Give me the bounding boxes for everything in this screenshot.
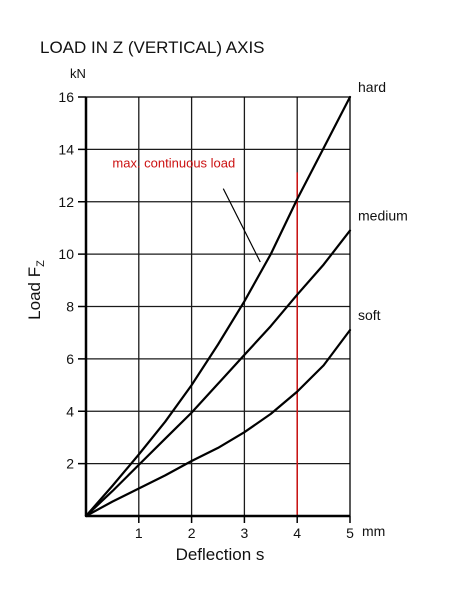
series-label-hard: hard	[358, 79, 386, 95]
series-line-medium	[84, 229, 352, 518]
annotation-pointer	[222, 188, 261, 263]
y-tick-label-2: 2	[66, 456, 74, 472]
y-axis-label-main: Load F	[25, 267, 44, 320]
x-tick-label-2: 2	[188, 525, 196, 541]
x-tick-label-4: 4	[293, 525, 301, 541]
max-continuous-load-label: max. continuous load	[112, 156, 235, 171]
x-axis-label: Deflection s	[176, 545, 265, 564]
series-label-medium: medium	[358, 208, 408, 224]
y-tick-label-6: 6	[66, 351, 74, 367]
x-tick-label-3: 3	[241, 525, 249, 541]
y-tick-label-10: 10	[58, 246, 74, 262]
series-line-hard	[84, 95, 352, 518]
y-tick-label-16: 16	[58, 89, 74, 105]
y-tick-label-4: 4	[66, 403, 74, 419]
x-tick-label-5: 5	[346, 525, 354, 541]
y-tick-label-12: 12	[58, 194, 74, 210]
y-tick-label-14: 14	[58, 141, 74, 157]
y-axis-unit: kN	[70, 66, 86, 81]
x-axis-unit: mm	[362, 523, 385, 539]
y-axis-label-subscript: Z	[35, 260, 47, 267]
y-tick-label-8: 8	[66, 299, 74, 315]
series-line-soft	[84, 329, 352, 518]
series-label-soft: soft	[358, 307, 381, 323]
chart-title: LOAD IN Z (VERTICAL) AXIS	[40, 38, 265, 57]
y-axis-label: Load FZ	[25, 260, 47, 320]
x-tick-label-1: 1	[135, 525, 143, 541]
